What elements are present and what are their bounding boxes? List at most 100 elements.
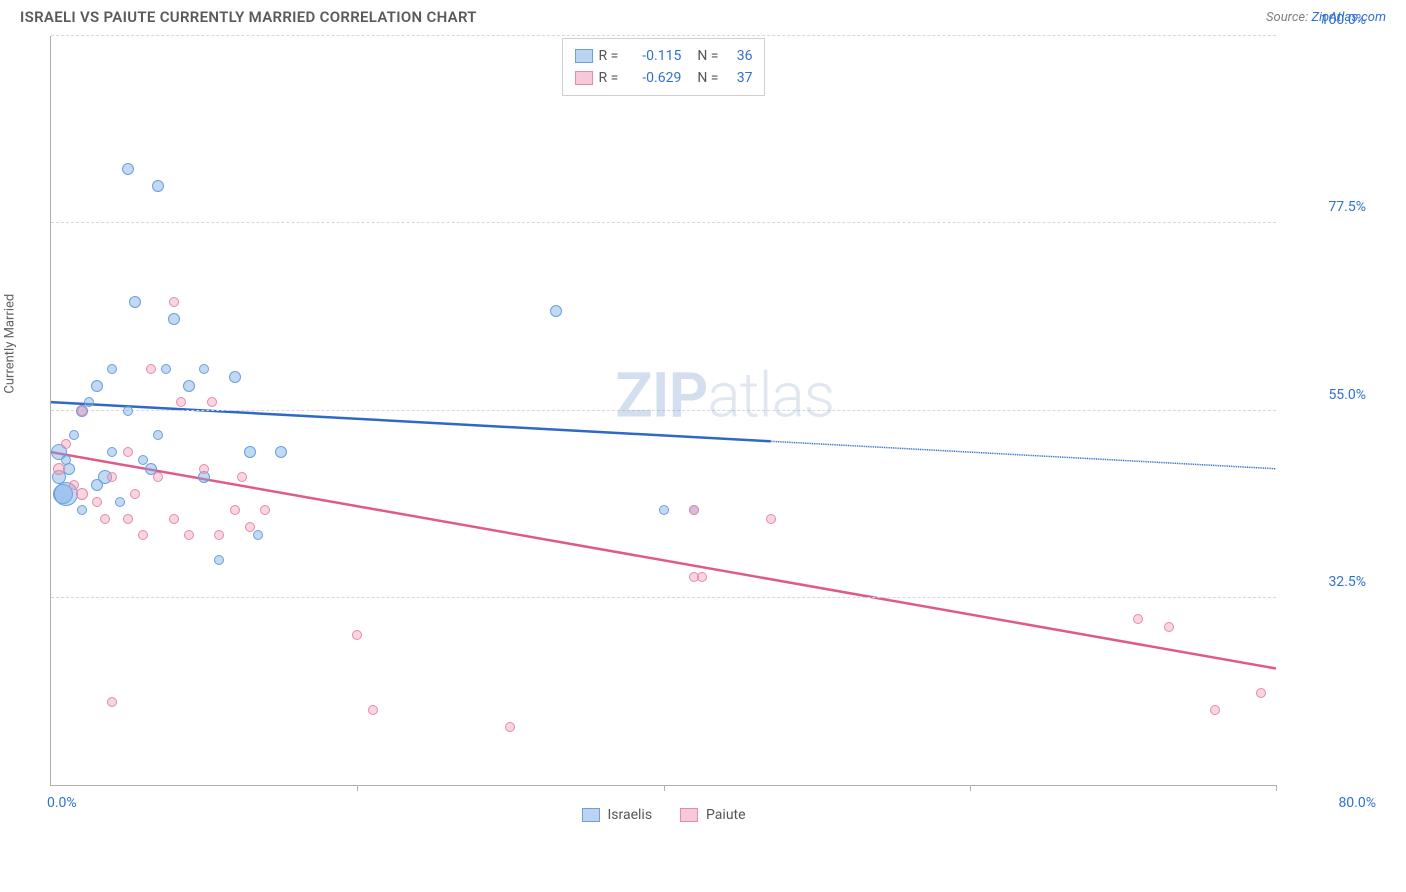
data-point	[237, 472, 247, 482]
data-point	[107, 472, 117, 482]
r-label: R =	[599, 67, 619, 89]
legend-item: Paiute	[680, 807, 746, 823]
data-point	[107, 697, 117, 707]
data-point	[199, 464, 209, 474]
legend-label: Paiute	[706, 807, 746, 823]
trend-lines	[51, 36, 1276, 785]
data-point	[92, 497, 102, 507]
chart-container: Currently Married ZIPatlas R =-0.115N =3…	[50, 36, 1386, 836]
gridline	[51, 597, 1276, 598]
legend-swatch	[575, 49, 593, 63]
n-value: 36	[726, 45, 752, 67]
y-tick-label: 100.0%	[1321, 12, 1366, 28]
data-point	[100, 514, 110, 524]
data-point	[146, 364, 156, 374]
series-legend: Israelis Paiute	[581, 807, 745, 823]
data-point	[53, 463, 65, 475]
correlation-row: R = -0.629 N = 37	[575, 67, 753, 89]
legend-swatch	[680, 808, 698, 822]
data-point	[352, 630, 362, 640]
data-point	[161, 364, 171, 374]
chart-header: ISRAELI VS PAIUTE CURRENTLY MARRIED CORR…	[0, 0, 1406, 36]
data-point	[61, 439, 71, 449]
plot-area: ZIPatlas R =-0.115N =36R =-0.629N =37 Is…	[50, 36, 1276, 786]
data-point	[152, 180, 164, 192]
data-point	[107, 364, 117, 374]
data-point	[260, 505, 270, 515]
r-value: -0.629	[626, 67, 681, 89]
data-point	[69, 430, 79, 440]
gridline	[51, 222, 1276, 223]
legend-swatch	[575, 71, 593, 85]
data-point	[168, 313, 180, 325]
data-point	[76, 488, 88, 500]
y-tick-label: 77.5%	[1328, 199, 1366, 215]
data-point	[505, 722, 515, 732]
data-point	[129, 296, 141, 308]
data-point	[1133, 614, 1143, 624]
data-point	[176, 397, 186, 407]
data-point	[107, 447, 117, 457]
data-point	[123, 406, 133, 416]
r-value: -0.115	[626, 45, 681, 67]
x-tick	[1276, 785, 1277, 791]
data-point	[123, 447, 133, 457]
watermark-bold: ZIP	[615, 359, 707, 432]
n-label: N =	[697, 67, 718, 89]
legend-label: Israelis	[607, 807, 652, 823]
legend-item: Israelis	[581, 807, 652, 823]
x-tick-label-min: 0.0%	[47, 795, 77, 811]
data-point	[214, 555, 224, 565]
data-point	[183, 380, 195, 392]
data-point	[368, 705, 378, 715]
gridline	[51, 410, 1276, 411]
data-point	[199, 364, 209, 374]
legend-swatch	[581, 808, 599, 822]
data-point	[229, 371, 241, 383]
data-point	[77, 505, 87, 515]
x-tick	[357, 785, 358, 791]
r-label: R =	[599, 45, 619, 67]
data-point	[115, 497, 125, 507]
gridline	[51, 35, 1276, 36]
data-point	[214, 530, 224, 540]
data-point	[169, 297, 179, 307]
n-label: N =	[697, 45, 718, 67]
data-point	[169, 514, 179, 524]
data-point	[184, 530, 194, 540]
data-point	[659, 505, 669, 515]
data-point	[84, 397, 94, 407]
data-point	[123, 514, 133, 524]
data-point	[207, 397, 217, 407]
data-point	[63, 463, 75, 475]
x-tick	[970, 785, 971, 791]
data-point	[1256, 688, 1266, 698]
data-point	[138, 530, 148, 540]
watermark: ZIPatlas	[615, 359, 834, 432]
y-axis-label: Currently Married	[3, 294, 18, 394]
data-point	[153, 430, 163, 440]
correlation-legend: R = -0.115 N = 36 R = -0.629 N = 37	[562, 38, 766, 96]
data-point	[91, 380, 103, 392]
n-value: 37	[726, 67, 752, 89]
watermark-light: atlas	[707, 359, 834, 432]
data-point	[689, 505, 699, 515]
data-point	[253, 530, 263, 540]
y-tick-label: 55.0%	[1328, 387, 1366, 403]
data-point	[766, 514, 776, 524]
x-tick	[664, 785, 665, 791]
x-tick-label-max: 80.0%	[1338, 795, 1376, 811]
data-point	[697, 572, 707, 582]
y-tick-label: 32.5%	[1328, 574, 1366, 590]
data-point	[153, 472, 163, 482]
data-point	[244, 446, 256, 458]
data-point	[1164, 622, 1174, 632]
data-point	[77, 406, 87, 416]
data-point	[245, 522, 255, 532]
chart-title: ISRAELI VS PAIUTE CURRENTLY MARRIED CORR…	[20, 8, 477, 26]
data-point	[130, 489, 140, 499]
data-point	[275, 446, 287, 458]
data-point	[230, 505, 240, 515]
data-point	[122, 163, 134, 175]
correlation-row: R = -0.115 N = 36	[575, 45, 753, 67]
